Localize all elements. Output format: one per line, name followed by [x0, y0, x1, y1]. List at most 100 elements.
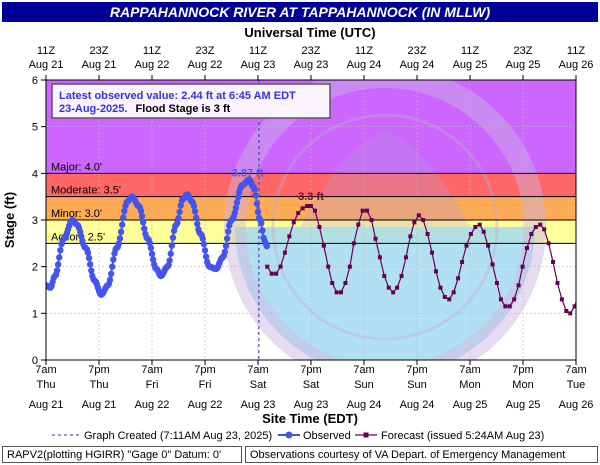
x-bottom-tick-label: Sat	[250, 379, 267, 391]
observed-point	[107, 270, 115, 278]
forecast-point	[300, 206, 305, 211]
x-top-tick-label: 11Z	[567, 45, 585, 57]
x-bottom-tick-label: Aug 24	[400, 399, 435, 411]
forecast-point	[507, 304, 512, 309]
legend-observed-marker	[285, 431, 293, 439]
x-bottom-tick-label: 7am	[247, 364, 268, 376]
x-bottom-tick-label: Aug 21	[82, 399, 117, 411]
legend-forecast: Forecast (issued 5:24AM Aug 23)	[381, 430, 544, 442]
forecast-point	[451, 290, 456, 295]
forecast-point	[590, 241, 594, 245]
forecast-point	[351, 241, 356, 246]
forecast-point	[456, 276, 461, 281]
forecast-point	[309, 204, 313, 208]
forecast-point	[572, 304, 576, 309]
observed-point	[167, 250, 174, 257]
forecast-series	[265, 204, 594, 316]
x-top-tick-label: Aug 23	[241, 59, 276, 71]
forecast-point	[312, 208, 317, 213]
forecast-point	[416, 213, 421, 218]
observed-point	[53, 267, 61, 274]
y-tick-label: 1	[32, 308, 38, 320]
forecast-point	[330, 281, 335, 285]
forecast-point	[538, 222, 543, 227]
forecast-point	[360, 208, 365, 213]
forecast-point	[498, 297, 503, 302]
forecast-point	[334, 290, 339, 295]
x-bottom-tick-label: Thu	[37, 379, 56, 391]
forecast-point	[296, 211, 301, 215]
x-bottom-tick-label: Thu	[90, 379, 109, 391]
forecast-point	[412, 220, 417, 225]
x-top-tick-label: Aug 24	[400, 59, 435, 71]
forecast-point	[481, 229, 486, 234]
observed-point	[85, 254, 93, 262]
forecast-point	[347, 264, 352, 269]
x-top-tick-label: Aug 24	[347, 59, 382, 71]
forecast-point	[486, 243, 491, 248]
forecast-point	[464, 243, 469, 248]
observed-point	[137, 207, 145, 214]
forecast-point	[430, 250, 435, 255]
observed-point	[252, 192, 259, 199]
x-bottom-tick-label: 7am	[35, 364, 56, 376]
forecast-point	[433, 269, 438, 274]
forecast-point	[503, 304, 508, 309]
forecast-point	[356, 222, 361, 227]
forecast-point	[274, 271, 279, 276]
x-bottom-tick-label: Sun	[407, 379, 427, 391]
observed-point	[259, 227, 266, 234]
observed-point	[253, 200, 261, 207]
x-top-tick-label: Aug 26	[559, 59, 594, 71]
x-bottom-tick-label: Aug 26	[559, 399, 594, 411]
x-bottom-tick-label: 7am	[565, 364, 586, 376]
forecast-point	[520, 264, 525, 269]
forecast-point	[512, 297, 517, 302]
x-top-tick-label: 23Z	[90, 45, 109, 57]
forecast-point	[577, 290, 581, 294]
x-top-tick-label: 11Z	[37, 45, 55, 57]
x-bottom-tick-label: 7pm	[512, 364, 533, 376]
forecast-point	[582, 272, 586, 276]
forecast-point	[516, 283, 521, 288]
callout-line1: Latest observed value: 2.44 ft at 6:45 A…	[59, 90, 296, 102]
forecast-point	[377, 255, 382, 260]
forecast-point	[403, 255, 408, 260]
x-bottom-tick-label: Sat	[303, 379, 320, 391]
observed-point	[88, 267, 95, 274]
forecast-point	[305, 204, 310, 208]
observed-point	[168, 242, 176, 249]
observed-point	[148, 250, 156, 258]
footer-credit: Observations courtesy of VA Depart. of E…	[245, 446, 598, 463]
forecast-point	[490, 262, 495, 267]
x-bottom-tick-label: 7am	[459, 364, 480, 376]
observed-point	[231, 209, 239, 216]
observed-point	[146, 239, 153, 247]
forecast-point	[287, 234, 292, 239]
observed-point	[139, 219, 147, 226]
threshold-label-minor: Minor: 3.0'	[51, 208, 102, 220]
x-bottom-tick-label: Tue	[567, 379, 586, 391]
bottom-axis-title: Site Time (EDT)	[262, 411, 358, 426]
observed-point	[234, 193, 242, 201]
forecast-point	[291, 220, 296, 225]
x-bottom-tick-label: Aug 23	[294, 399, 329, 411]
forecast-point	[425, 232, 430, 236]
x-top-tick-label: 11Z	[249, 45, 267, 57]
forecast-point	[343, 281, 348, 285]
observed-point	[263, 242, 271, 250]
y-axis-title: Stage (ft)	[2, 192, 17, 248]
chart-title: RAPPAHANNOCK RIVER AT TAPPAHANNOCK (IN M…	[2, 2, 598, 22]
forecast-point	[473, 225, 478, 229]
observed-point	[169, 234, 177, 241]
x-bottom-tick-label: Fri	[146, 379, 159, 391]
observed-point	[84, 249, 92, 256]
footer-datum: RAPV2(plotting HGIRR) "Gage 0" Datum: 0'	[2, 446, 242, 463]
x-bottom-tick-label: Aug 23	[241, 399, 276, 411]
observed-point	[202, 253, 210, 260]
legend-graph-created: Graph Created (7:11AM Aug 23, 2025)	[84, 430, 272, 442]
forecast-point	[564, 309, 569, 313]
x-bottom-tick-label: 7pm	[88, 364, 109, 376]
threshold-label-moderate: Moderate: 3.5'	[51, 185, 121, 197]
